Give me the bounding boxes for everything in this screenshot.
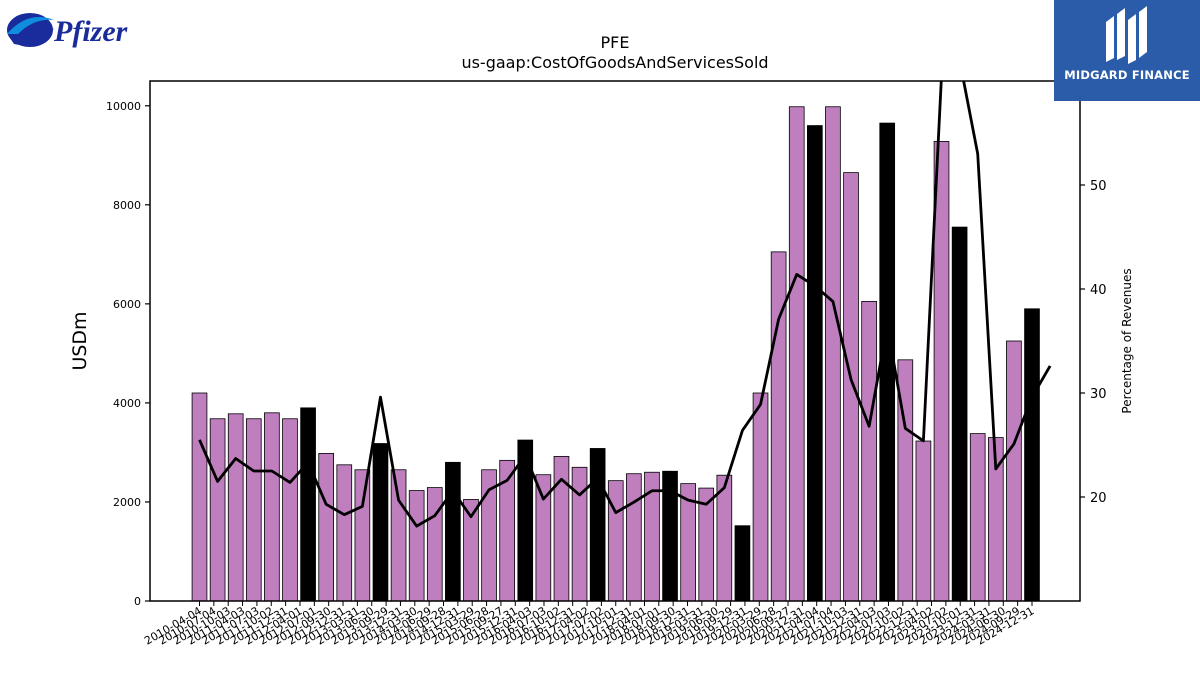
y-axis-label: USDm bbox=[69, 311, 91, 370]
y2-axis-label: Percentage of Revenues bbox=[1120, 268, 1134, 413]
y-tick-label: 0 bbox=[134, 595, 141, 608]
bar-annual bbox=[300, 407, 316, 602]
bar-quarter bbox=[915, 440, 932, 602]
bar-annual bbox=[445, 461, 461, 602]
svg-text:Pfizer: Pfizer bbox=[53, 15, 128, 48]
bar-quarter bbox=[825, 106, 841, 602]
bar-quarter bbox=[209, 418, 226, 602]
bar-quarter bbox=[571, 466, 588, 602]
plot-frame bbox=[149, 80, 1081, 602]
y-tick-label: 8000 bbox=[113, 199, 141, 212]
bar-annual bbox=[734, 525, 751, 602]
midgard-finance-logo: MIDGARD FINANCE bbox=[1054, 0, 1200, 101]
bar-quarter bbox=[969, 433, 986, 602]
bar-quarter bbox=[1006, 340, 1022, 602]
bar-annual bbox=[807, 125, 823, 602]
y-tick-label: 10000 bbox=[106, 100, 141, 113]
bar-quarter bbox=[282, 418, 298, 602]
bar-quarter bbox=[318, 453, 335, 602]
percentage-line bbox=[198, 81, 1052, 528]
bar-quarter bbox=[626, 473, 642, 602]
y2-tick-label: 40 bbox=[1090, 283, 1107, 298]
pfizer-logo: Pfizer bbox=[4, 4, 136, 58]
chart-title: PFE bbox=[601, 33, 630, 52]
bar-quarter bbox=[336, 464, 353, 602]
bars-layer bbox=[191, 106, 1040, 602]
bar-quarter bbox=[933, 141, 950, 602]
bar-quarter bbox=[752, 392, 769, 602]
bar-quarter bbox=[354, 469, 371, 602]
bar-quarter bbox=[426, 487, 443, 602]
x-axis: 2010-04-042010-07-042010-10-032011-04-03… bbox=[142, 601, 1037, 648]
y-tick-label: 6000 bbox=[113, 298, 141, 311]
bar-quarter bbox=[245, 418, 262, 602]
y2-tick-label: 50 bbox=[1090, 179, 1107, 194]
bar-quarter bbox=[607, 480, 624, 602]
bar-quarter bbox=[191, 392, 208, 602]
bar-annual bbox=[372, 443, 389, 602]
bar-quarter bbox=[788, 106, 805, 602]
bar-quarter bbox=[861, 300, 877, 602]
bar-quarter bbox=[264, 412, 280, 602]
y2-tick-label: 30 bbox=[1090, 387, 1107, 402]
y2-tick-label: 20 bbox=[1090, 491, 1107, 506]
y-axis-right: 20 30 40 50 bbox=[1080, 179, 1107, 506]
bar-quarter bbox=[408, 490, 425, 602]
bar-quarter bbox=[843, 172, 859, 602]
y-axis-left: 0 2000 4000 6000 8000 10000 bbox=[106, 100, 150, 608]
midgard-logo-text: MIDGARD FINANCE bbox=[1064, 68, 1190, 82]
bar-quarter bbox=[390, 469, 407, 602]
bar-quarter bbox=[227, 413, 244, 602]
bar-annual bbox=[589, 448, 606, 602]
bar-annual bbox=[1024, 308, 1040, 602]
y-tick-label: 2000 bbox=[113, 496, 141, 509]
y-tick-label: 4000 bbox=[113, 397, 141, 410]
chart-subtitle: us-gaap:CostOfGoodsAndServicesSold bbox=[461, 53, 768, 72]
line-layer bbox=[198, 81, 1052, 528]
bar-annual bbox=[951, 226, 968, 602]
